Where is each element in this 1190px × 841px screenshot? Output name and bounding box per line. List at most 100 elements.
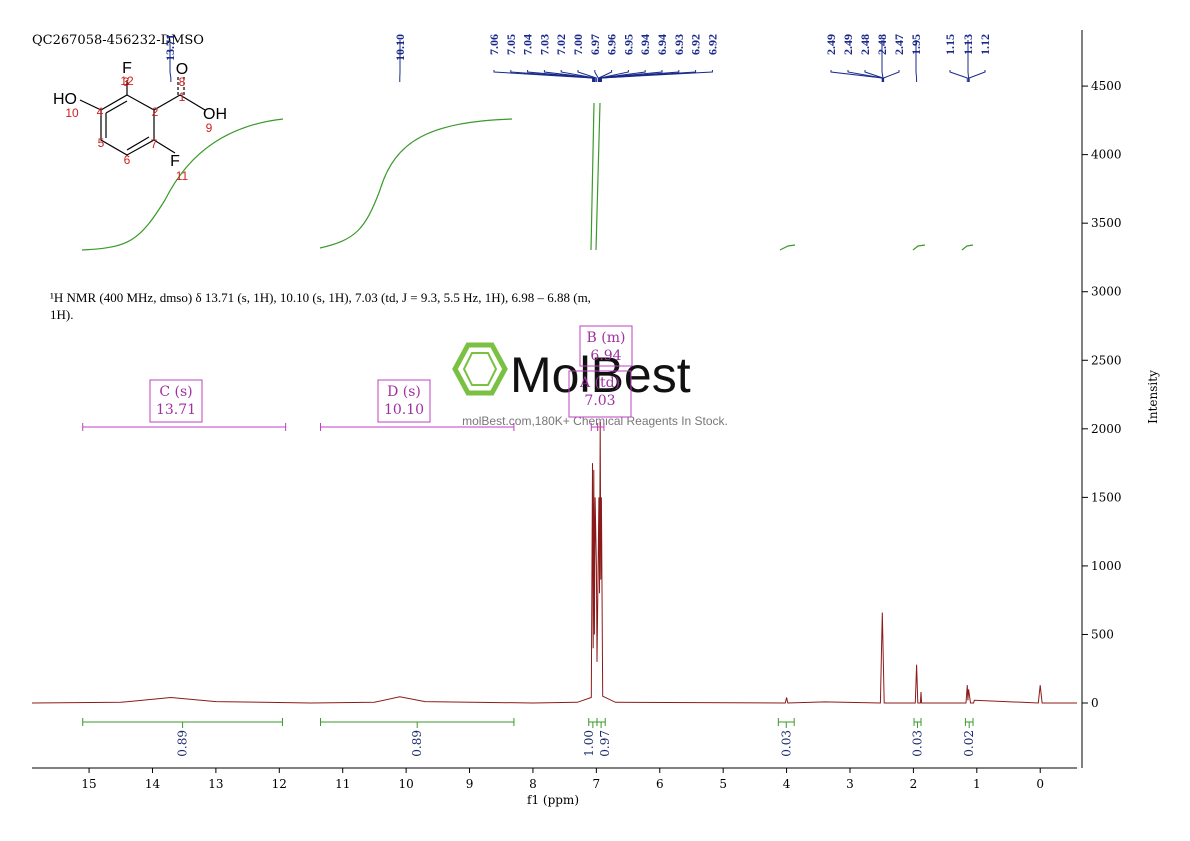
peak-connector (968, 70, 986, 82)
peak-connector (949, 70, 968, 82)
peak-label: 6.96 (605, 34, 619, 55)
peak-connector (493, 70, 594, 82)
multiplet-box (149, 379, 203, 423)
multiplet-shift: 10.10 (384, 402, 424, 418)
x-tick-label: 8 (529, 777, 537, 791)
description: ¹H NMR (400 MHz, dmso) δ 13.71 (s, 1H), … (50, 290, 591, 322)
structure-number: 4 (97, 105, 104, 119)
peak-label: 2.49 (841, 34, 855, 55)
structure-atom: O (176, 61, 188, 78)
integral-label: 0.89 (176, 730, 190, 757)
peak-connector (169, 40, 172, 82)
multiplet-shift: 7.03 (584, 393, 615, 409)
integral-label: 1.00 (582, 730, 596, 757)
peak-label: 7.02 (554, 34, 568, 55)
x-tick-label: 9 (466, 777, 474, 791)
y-tick-label: 3000 (1091, 285, 1122, 299)
x-tick-label: 4 (783, 777, 791, 791)
x-tick-label: 10 (398, 777, 413, 791)
peak-label: 7.03 (537, 34, 551, 55)
logo (452, 342, 508, 396)
structure-number: 5 (98, 136, 105, 150)
structure-number: 10 (65, 106, 79, 120)
peak-connector (560, 70, 596, 82)
integral-bar (777, 718, 795, 728)
peak-label: 7.04 (521, 34, 535, 55)
multiplet-name: D (s) (387, 384, 421, 400)
peak-label: 7.06 (487, 34, 501, 55)
structure-atom: OH (203, 106, 227, 123)
y-tick-label: 4500 (1091, 79, 1122, 93)
integral-curves (81, 102, 974, 251)
peak-label: 1.15 (943, 34, 957, 55)
peak-connector (600, 70, 680, 82)
x-tick-label: 12 (272, 777, 287, 791)
peak-label: 2.49 (824, 34, 838, 55)
structure-number: 3 (123, 75, 130, 89)
integral-bar (913, 718, 922, 728)
peak-label: 2.47 (892, 34, 906, 55)
peak-connector (599, 70, 629, 82)
integral-label: 0.89 (410, 730, 424, 757)
peak-label: 6.92 (705, 34, 719, 55)
peak-label: 6.93 (672, 34, 686, 55)
peak-connector (527, 70, 595, 82)
y-tick-label: 4000 (1091, 148, 1122, 162)
peak-connector (599, 70, 663, 82)
peak-label: 6.94 (655, 34, 669, 55)
x-tick-label: 3 (846, 777, 854, 791)
watermark-tagline: molBest.com,180K+ Chemical Reagents In S… (462, 414, 728, 428)
peak-label: 1.12 (978, 34, 992, 55)
x-tick-label: 5 (719, 777, 727, 791)
x-tick-label: 2 (910, 777, 918, 791)
structure-bonds (79, 76, 206, 156)
structure-number: 6 (124, 153, 131, 167)
peak-connector (883, 70, 900, 82)
integral-label: 0.97 (598, 730, 612, 757)
y-tick-label: 1000 (1091, 559, 1122, 573)
y-tick-label: 0 (1091, 696, 1099, 710)
multiplet-range (82, 423, 287, 431)
structure-number: 7 (151, 137, 158, 151)
peak-connector (967, 40, 970, 82)
peak-connector (577, 70, 597, 82)
y-tick-label: 500 (1091, 627, 1114, 641)
multiplet-range (320, 423, 515, 431)
peak-connector (830, 70, 883, 82)
integral-bar (320, 718, 515, 728)
y-tick-label: 3500 (1091, 216, 1122, 230)
multiplet-box (579, 325, 633, 367)
structure-number: 9 (206, 121, 213, 135)
peak-connector (600, 70, 713, 82)
peak-connector (881, 40, 884, 82)
structure-atom: F (170, 153, 180, 170)
x-tick-label: 11 (335, 777, 350, 791)
chart-title: QC267058-456232-DMSO (32, 33, 204, 48)
multiplet-shift: 6.94 (590, 348, 621, 364)
integral-label: 0.02 (962, 730, 976, 757)
y-tick-label: 2500 (1091, 353, 1122, 367)
peak-connector (594, 70, 599, 82)
peak-connector (847, 70, 883, 82)
structure-number: 12 (120, 74, 134, 88)
x-tick-label: 15 (81, 777, 96, 791)
structure-number: 1 (179, 90, 186, 104)
y-tick-label: 2000 (1091, 422, 1122, 436)
y-tick-label: 1500 (1091, 490, 1122, 504)
peak-connector (598, 70, 613, 82)
peak-label: 2.48 (858, 34, 872, 55)
structure-atom: F (122, 60, 132, 77)
x-tick-label: 0 (1036, 777, 1044, 791)
peak-label: 6.95 (621, 34, 635, 55)
multiplet-name: C (s) (159, 384, 192, 400)
x-tick-label: 6 (656, 777, 664, 791)
x-tick-label: 7 (593, 777, 601, 791)
peak-label: 7.05 (504, 34, 518, 55)
watermark-brand: MolBest (510, 347, 691, 403)
y-axis-label: Intensity (1146, 370, 1160, 424)
structure-atom: HO (53, 91, 77, 108)
x-tick-label: 14 (145, 777, 161, 791)
peak-connector (543, 70, 595, 82)
multiplet-box (377, 379, 431, 423)
